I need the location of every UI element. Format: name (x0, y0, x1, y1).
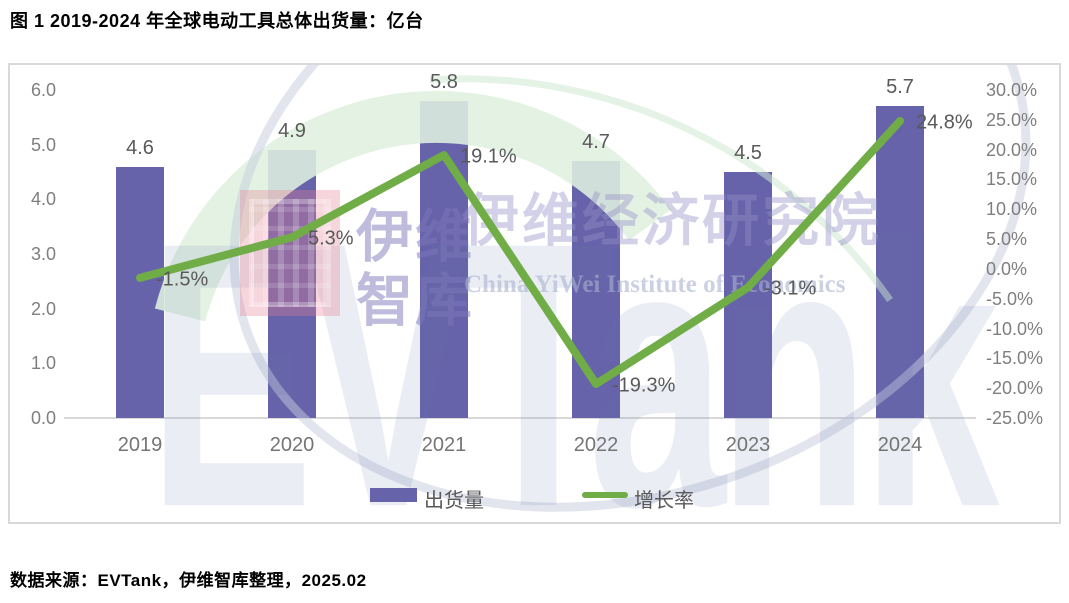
source-note: 数据来源：EVTank，伊维智库整理，2025.02 (10, 571, 367, 590)
y-axis-left-tick: 6.0 (30, 80, 56, 100)
line-value-label: -19.3% (612, 374, 676, 397)
y-axis-right-tick: -5.0% (986, 288, 1034, 309)
y-axis-right-tick: 30.0% (986, 80, 1038, 100)
line-value-label: -3.1% (764, 277, 817, 300)
x-axis-label: 2019 (117, 434, 163, 456)
y-axis-right-tick: 20.0% (986, 139, 1038, 160)
x-axis-label: 2024 (877, 434, 923, 456)
y-axis-left-tick: 0.0 (30, 408, 56, 428)
bar-value-label: 4.6 (126, 136, 154, 159)
x-axis-label: 2023 (725, 434, 771, 456)
legend-line-label: 增长率 (634, 490, 694, 512)
line-value-label: 19.1% (460, 145, 517, 168)
bar-value-label: 4.9 (278, 120, 306, 143)
x-axis-label: 2020 (269, 434, 315, 456)
bar-value-label: 4.5 (734, 142, 762, 164)
legend-line-swatch (582, 492, 628, 498)
y-axis-right-tick: 15.0% (986, 169, 1038, 190)
y-axis-right-tick: 10.0% (986, 199, 1038, 220)
y-axis-right-tick: -15.0% (986, 348, 1044, 369)
y-axis-right-tick: 0.0% (986, 258, 1028, 279)
page-title: 图 1 2019-2024 年全球电动工具总体出货量：亿台 (10, 11, 424, 31)
line-value-label: -1.5% (156, 268, 209, 291)
y-axis-left-tick: 2.0 (30, 298, 56, 319)
legend-bar-label: 出货量 (424, 490, 484, 512)
line-value-label: 5.3% (308, 227, 354, 250)
y-axis-right-tick: 5.0% (986, 229, 1028, 250)
y-axis-left-tick: 5.0 (30, 134, 56, 155)
x-axis-label: 2021 (421, 434, 467, 456)
y-axis-left-tick: 3.0 (30, 244, 56, 264)
bar-value-label: 5.7 (886, 76, 914, 99)
y-axis-left-tick: 1.0 (30, 353, 56, 374)
y-axis-right-tick: -25.0% (986, 408, 1044, 428)
y-axis-left-tick: 4.0 (30, 189, 56, 210)
bar-value-label: 4.7 (582, 131, 610, 154)
bar-value-label: 5.8 (430, 70, 458, 93)
growth-line (136, 117, 904, 389)
legend-bar-swatch (370, 488, 417, 502)
y-axis-right-tick: -20.0% (986, 378, 1044, 399)
line-value-label: 24.8% (916, 111, 973, 134)
chart-frame: EVTank 伊维 智库 伊维经济研究院 China YiWei Institu… (8, 63, 1061, 524)
y-axis-right-tick: 25.0% (986, 109, 1038, 130)
x-axis-label: 2022 (573, 434, 619, 456)
y-axis-right-tick: -10.0% (986, 318, 1044, 339)
